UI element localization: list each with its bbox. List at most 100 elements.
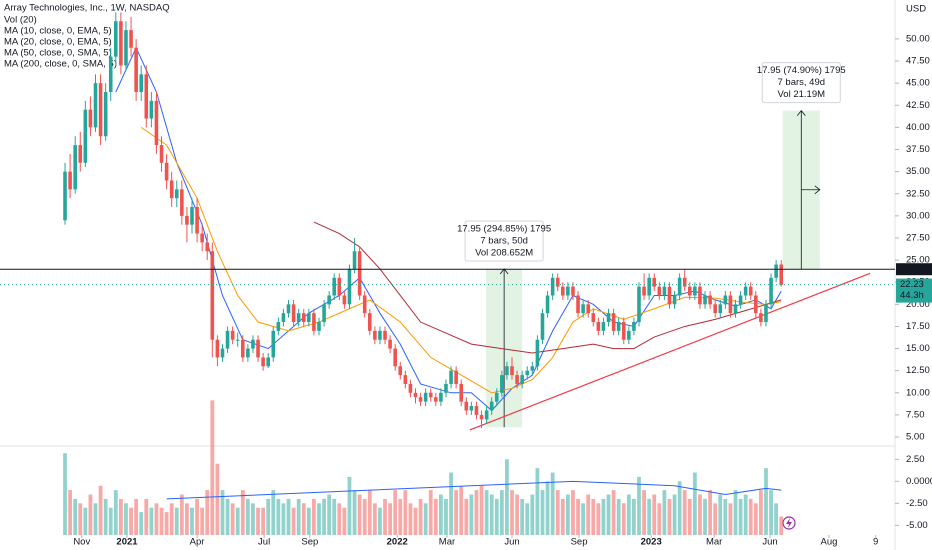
candle-body — [606, 313, 611, 323]
candle-body — [586, 304, 591, 314]
candle-body — [307, 313, 311, 323]
x-tick-label: Mar — [439, 537, 455, 548]
candle-body — [733, 304, 738, 314]
volume-bar — [73, 498, 78, 535]
candle-body — [362, 295, 367, 314]
volume-bar — [245, 498, 250, 535]
y-tick-label: 27.50 — [906, 232, 930, 243]
candle-body — [621, 322, 626, 340]
volume-bar — [464, 498, 469, 535]
volume-bar — [134, 498, 139, 535]
candle-body — [266, 357, 270, 367]
candle-body — [408, 383, 413, 393]
volume-bar — [601, 498, 606, 535]
candle-body — [703, 295, 707, 305]
volume-bar — [626, 494, 631, 535]
volume-bar — [393, 490, 398, 535]
indicator-label: MA (20, close, 0, EMA, 5) — [4, 37, 112, 48]
candle-body — [200, 233, 204, 243]
candle-body — [652, 277, 657, 287]
volume-bar — [606, 494, 611, 535]
candle-body — [677, 277, 682, 296]
volume-bar — [276, 498, 281, 535]
measure-label: Vol 208.652M — [475, 247, 533, 258]
volume-bar — [413, 507, 418, 535]
volume-bar — [200, 507, 205, 535]
volume-bar — [195, 498, 199, 535]
measure-label: 17.95 (294.85%) 1795 — [457, 223, 551, 234]
candle-body — [174, 189, 179, 199]
candle-body — [240, 339, 245, 358]
volume-bar — [378, 507, 382, 535]
volume-bar — [459, 485, 464, 535]
candle-body — [738, 295, 743, 305]
volume-bar — [576, 498, 580, 535]
candle-body — [378, 330, 382, 340]
volume-tick-label: -5.00 — [906, 520, 928, 531]
volume-bar — [281, 503, 286, 535]
volume-bar — [743, 494, 748, 535]
candle-body — [352, 251, 357, 269]
candle-body — [286, 304, 291, 314]
candle-body — [515, 375, 519, 384]
y-tick-label: 25.00 — [906, 255, 930, 266]
volume-bar — [179, 494, 184, 535]
volume-bar — [306, 507, 311, 535]
candle-body — [505, 366, 509, 376]
measure-label-box — [464, 220, 544, 262]
candle-body — [413, 392, 418, 398]
candle-body — [164, 162, 169, 181]
x-tick-label: Jun — [504, 537, 519, 548]
candle-body — [159, 145, 164, 163]
volume-bar — [499, 490, 504, 535]
candle-body — [530, 366, 535, 371]
candle-body — [83, 109, 88, 163]
measure-label: Vol 21.19M — [778, 89, 826, 100]
volume-bar — [484, 490, 489, 535]
volume-bar — [753, 503, 758, 535]
volume-bar — [225, 498, 230, 535]
volume-bar — [93, 503, 98, 535]
candle-body — [68, 171, 72, 190]
candle-body — [220, 348, 225, 358]
y-tick-label: 40.00 — [906, 122, 930, 133]
candle-body — [312, 313, 316, 331]
volume-bar — [190, 507, 194, 535]
candle-body — [261, 357, 265, 367]
candle-body — [627, 330, 631, 340]
candle-body — [185, 215, 189, 225]
candle-body — [144, 74, 149, 119]
volume-bar — [388, 503, 393, 535]
volume-bar — [687, 498, 692, 535]
volume-bar — [185, 503, 189, 535]
candle-body — [748, 286, 753, 296]
volume-bar — [108, 507, 113, 535]
candle-body — [494, 392, 499, 402]
candle-body — [611, 313, 616, 331]
candle-body — [342, 295, 347, 305]
candle-body — [687, 286, 692, 296]
candle-body — [327, 295, 331, 305]
price-line-label: 23.97 — [900, 264, 924, 275]
candle-body — [479, 414, 484, 420]
volume-bar — [530, 494, 535, 535]
volume-bar — [657, 503, 662, 535]
volume-bar — [357, 494, 362, 535]
volume-bar — [560, 498, 565, 535]
x-tick-label: 2022 — [387, 537, 408, 548]
volume-bar — [230, 503, 235, 535]
chart-title: Array Technologies, Inc., 1W, NASDAQ — [4, 3, 170, 14]
candle-body — [134, 47, 138, 93]
y-tick-label: 5.00 — [906, 432, 925, 443]
candle-body — [662, 286, 667, 296]
candle-body — [647, 277, 651, 296]
measure-arrow-h-head — [814, 185, 821, 195]
candle-body — [119, 21, 123, 66]
candle-body — [581, 304, 585, 314]
volume-bar — [479, 485, 484, 535]
volume-bar — [692, 472, 697, 535]
candle-body — [708, 295, 712, 305]
candle-body — [474, 406, 479, 415]
volume-bar — [240, 490, 245, 535]
x-tick-label: Sep — [301, 537, 318, 548]
